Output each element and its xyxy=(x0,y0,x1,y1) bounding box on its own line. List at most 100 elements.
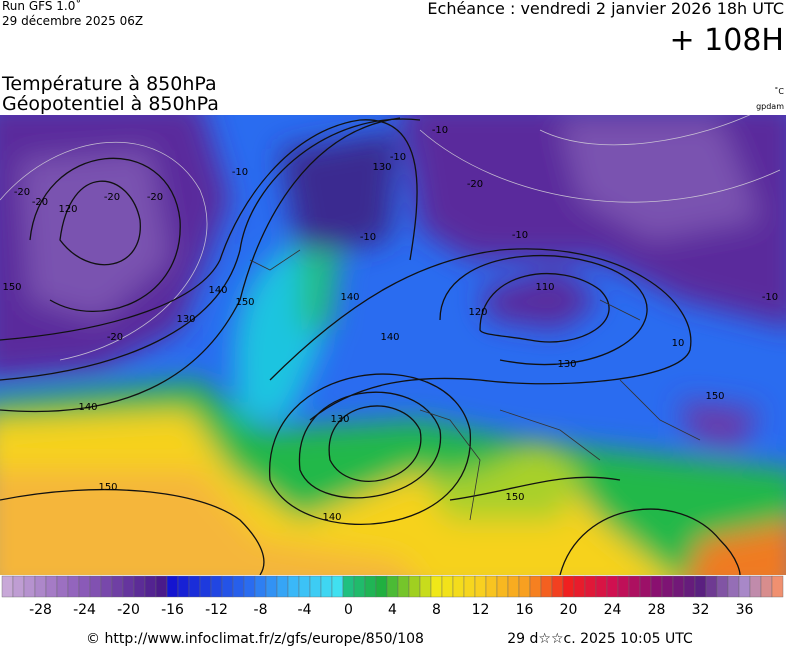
contour-label: 130 xyxy=(557,359,576,370)
colorbar-tick-label: 4 xyxy=(388,602,397,618)
contour-label: 120 xyxy=(58,204,77,215)
colorbar-swatch xyxy=(683,575,696,598)
colorbar-swatch xyxy=(298,575,311,598)
colorbar-tick-label: 32 xyxy=(692,602,710,618)
contour-label: 110 xyxy=(535,282,554,293)
colorbar-swatch xyxy=(474,575,487,598)
colorbar-swatch xyxy=(463,575,476,598)
colorbar-swatch xyxy=(562,575,575,598)
colorbar-tick-label: 16 xyxy=(516,602,534,618)
colorbar-swatch xyxy=(716,575,729,598)
colorbar-swatch xyxy=(727,575,740,598)
contour-label: -20 xyxy=(147,192,163,203)
colorbar-swatch xyxy=(507,575,520,598)
contour-label: 130 xyxy=(330,414,349,425)
colorbar-swatch xyxy=(705,575,718,598)
colorbar-swatch xyxy=(364,575,377,598)
colorbar-swatch xyxy=(287,575,300,598)
colorbar-tick-label: -12 xyxy=(205,602,228,618)
colorbar-swatch xyxy=(309,575,322,598)
colorbar-swatch xyxy=(496,575,509,598)
colorbar-swatch xyxy=(342,575,355,598)
colorbar-swatch xyxy=(518,575,531,598)
colorbar-swatch xyxy=(430,575,443,598)
colorbar-swatch xyxy=(221,575,234,598)
run-label: Run GFS 1.0˚ xyxy=(2,0,81,13)
colorbar-swatch xyxy=(166,575,179,598)
colorbar-swatch xyxy=(408,575,421,598)
contour-label: 10 xyxy=(672,338,685,349)
colorbar-swatch xyxy=(254,575,267,598)
valid-time: Echéance : vendredi 2 janvier 2026 18h U… xyxy=(427,0,784,18)
colorbar-swatch xyxy=(89,575,102,598)
colorbar-swatch xyxy=(353,575,366,598)
contour-label: -10 xyxy=(512,230,528,241)
colorbar-swatch xyxy=(320,575,333,598)
contour-label: -20 xyxy=(32,197,48,208)
colorbar-swatch xyxy=(45,575,58,598)
colorbar-tick-label: -20 xyxy=(117,602,140,618)
contour-label: -20 xyxy=(107,332,123,343)
colorbar-swatch xyxy=(628,575,641,598)
colorbar-swatch xyxy=(199,575,212,598)
colorbar-swatch xyxy=(452,575,465,598)
contour-label: 150 xyxy=(235,297,254,308)
colorbar-swatch xyxy=(606,575,619,598)
contour-label: -10 xyxy=(360,232,376,243)
colorbar-tick-label: 0 xyxy=(344,602,353,618)
colorbar-swatch xyxy=(210,575,223,598)
colorbar-swatch xyxy=(760,575,773,598)
colorbar-swatch xyxy=(67,575,80,598)
contour-label: 150 xyxy=(705,391,724,402)
colorbar-swatch xyxy=(177,575,190,598)
colorbar-swatch xyxy=(111,575,124,598)
colorbar-swatch xyxy=(100,575,113,598)
contour-label: 140 xyxy=(380,332,399,343)
footer-date: 29 d☆☆c. 2025 10:05 UTC xyxy=(507,631,693,647)
contour-label: 140 xyxy=(322,512,341,523)
contour-label: 120 xyxy=(468,307,487,318)
contour-label: -10 xyxy=(762,292,778,303)
contour-label: 140 xyxy=(340,292,359,303)
colorbar-tick-label: -4 xyxy=(298,602,312,618)
colorbar-swatch xyxy=(144,575,157,598)
contour-label: 130 xyxy=(372,162,391,173)
colorbar-swatch xyxy=(188,575,201,598)
contour-label: -10 xyxy=(390,152,406,163)
contour-label: -20 xyxy=(467,179,483,190)
temp-unit: ˚C xyxy=(774,86,784,96)
colorbar-swatch xyxy=(551,575,564,598)
contour-label: 150 xyxy=(2,282,21,293)
colorbar-swatch xyxy=(78,575,91,598)
colorbar-swatch xyxy=(639,575,652,598)
geopotential-title: Géopotentiel à 850hPa xyxy=(2,93,219,115)
colorbar-swatch xyxy=(584,575,597,598)
colorbar-swatch xyxy=(694,575,707,598)
colorbar-tick-label: -28 xyxy=(29,602,52,618)
colorbar-swatch xyxy=(265,575,278,598)
colorbar-tick-label: 12 xyxy=(472,602,490,618)
colorbar-swatch xyxy=(133,575,146,598)
colorbar-swatch xyxy=(375,575,388,598)
colorbar-swatch xyxy=(23,575,36,598)
colorbar-tick-label: 8 xyxy=(432,602,441,618)
geo-unit: gpdam xyxy=(756,102,784,111)
temperature-title: Température à 850hPa xyxy=(1,73,217,95)
footer-source: © http://www.infoclimat.fr/z/gfs/europe/… xyxy=(86,631,424,647)
map-area: -20 120 -20 -20 -10 -10 -20 130 140 150 140 130 150 1… xyxy=(0,115,786,575)
colorbar-swatch xyxy=(540,575,553,598)
colorbar-swatch xyxy=(56,575,69,598)
colorbar-tick-label: 28 xyxy=(648,602,666,618)
colorbar-swatch xyxy=(485,575,498,598)
lead-time: + 108H xyxy=(670,23,785,58)
colorbar-swatch xyxy=(771,575,784,598)
colorbar-swatch xyxy=(441,575,454,598)
colorbar-tick-label: 36 xyxy=(736,602,754,618)
colorbar-swatch xyxy=(529,575,542,598)
colorbar-tick-label: -8 xyxy=(254,602,268,618)
colorbar-swatch xyxy=(419,575,432,598)
colorbar-swatch xyxy=(243,575,256,598)
colorbar-swatch xyxy=(595,575,608,598)
colorbar-tick-label: 24 xyxy=(604,602,622,618)
